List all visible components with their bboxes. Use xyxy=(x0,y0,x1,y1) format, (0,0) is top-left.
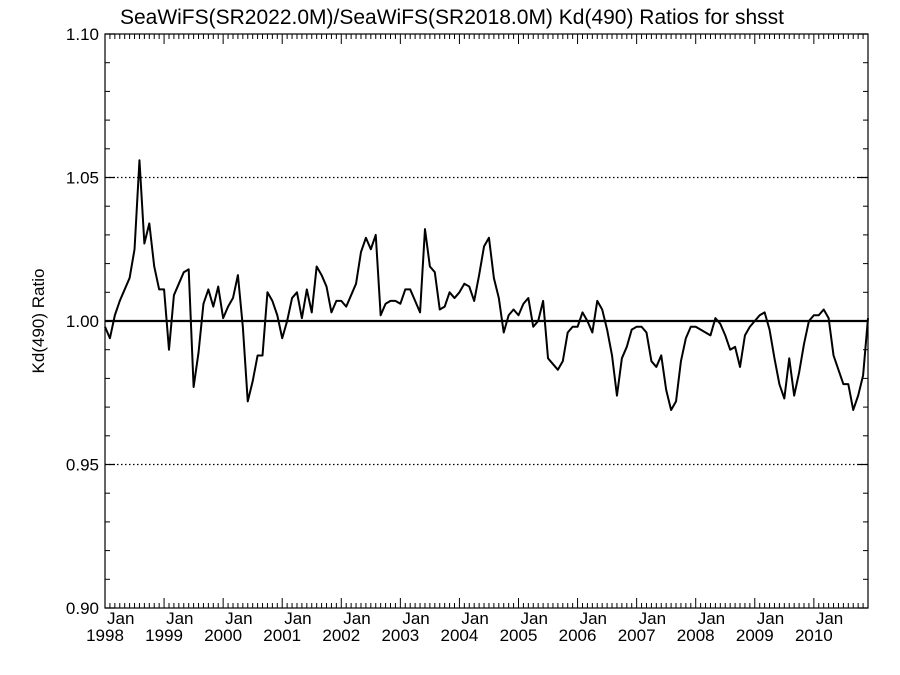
x-tick-month-label: Jan xyxy=(639,609,666,628)
chart-title: SeaWiFS(SR2022.0M)/SeaWiFS(SR2018.0M) Kd… xyxy=(120,6,784,29)
y-tick-label: 0.95 xyxy=(66,456,99,475)
x-tick-month-label: Jan xyxy=(698,609,725,628)
series-line xyxy=(104,159,869,411)
x-tick-year-label: 1999 xyxy=(145,626,183,645)
x-tick-year-label: 2000 xyxy=(204,626,242,645)
x-tick-month-label: Jan xyxy=(580,609,607,628)
x-tick-month-label: Jan xyxy=(166,609,193,628)
x-tick-year-label: 2009 xyxy=(736,626,774,645)
x-tick-month-label: Jan xyxy=(343,609,370,628)
x-tick-month-label: Jan xyxy=(520,609,547,628)
x-tick-year-label: 1998 xyxy=(86,626,124,645)
y-tick-label: 0.90 xyxy=(66,599,99,618)
x-tick-month-label: Jan xyxy=(284,609,311,628)
x-tick-year-label: 2002 xyxy=(322,626,360,645)
y-tick-label: 1.10 xyxy=(66,25,99,44)
x-tick-year-label: 2006 xyxy=(559,626,597,645)
x-tick-month-label: Jan xyxy=(225,609,252,628)
x-tick-month-label: Jan xyxy=(757,609,784,628)
x-tick-month-label: Jan xyxy=(461,609,488,628)
y-axis-label: Kd(490) Ratio xyxy=(29,269,48,374)
x-tick-year-label: 2010 xyxy=(795,626,833,645)
x-tick-month-label: Jan xyxy=(816,609,843,628)
x-tick-year-label: 2003 xyxy=(381,626,419,645)
x-tick-year-label: 2001 xyxy=(263,626,301,645)
x-axis: Jan1998Jan1999Jan2000Jan2001Jan2002Jan20… xyxy=(86,34,869,645)
x-tick-year-label: 2004 xyxy=(441,626,479,645)
x-tick-month-label: Jan xyxy=(402,609,429,628)
y-tick-label: 1.00 xyxy=(66,312,99,331)
x-tick-year-label: 2005 xyxy=(500,626,538,645)
reference-lines xyxy=(105,176,868,466)
x-tick-year-label: 2008 xyxy=(677,626,715,645)
y-axis: 0.90 0.95 1.00 1.05 1.10 xyxy=(66,25,868,618)
x-tick-month-label: Jan xyxy=(107,609,134,628)
y-tick-label: 1.05 xyxy=(66,169,99,188)
x-tick-year-label: 2007 xyxy=(618,626,656,645)
